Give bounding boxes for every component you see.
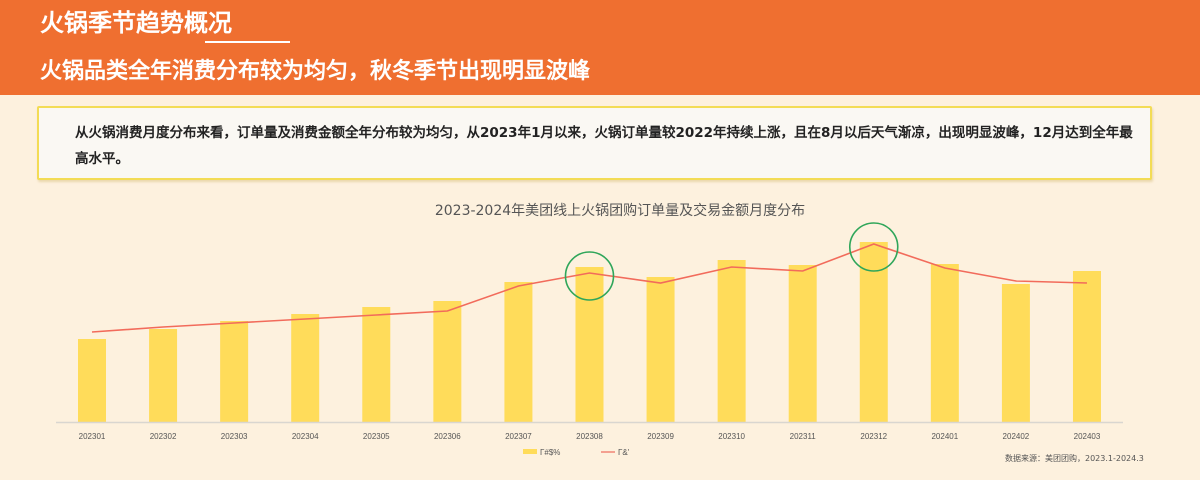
bar-202307 — [504, 282, 533, 422]
bar-series — [78, 242, 1101, 422]
bar-202305 — [362, 307, 391, 422]
peak-annotations — [564, 222, 899, 301]
page-title: 火锅季节趋势概况 — [40, 9, 232, 37]
highlight-circle — [848, 222, 899, 272]
x-tick-label: 202302 — [150, 432, 177, 441]
bar-202308 — [575, 267, 604, 422]
bar-202312 — [859, 242, 888, 422]
bar-202401 — [930, 264, 959, 422]
line-series — [91, 243, 1088, 333]
x-tick-label: 202401 — [931, 432, 958, 441]
x-tick-label: 202305 — [363, 432, 390, 441]
legend: Γ#$% Γ&' — [523, 448, 630, 457]
highlight-circle — [564, 251, 615, 301]
title-underline — [205, 41, 290, 43]
x-tick-label: 202301 — [79, 432, 106, 441]
bar-202304 — [291, 314, 320, 422]
bar-202311 — [788, 265, 817, 422]
x-tick-label: 202311 — [790, 432, 817, 441]
bar-202302 — [149, 329, 178, 422]
x-tick-label: 202306 — [434, 432, 461, 441]
x-tick-label: 202307 — [505, 432, 532, 441]
bar-202301 — [78, 339, 106, 422]
header-banner: 火锅季节趋势概况 火锅品类全年消费分布较为均匀，秋冬季节出现明显波峰 — [0, 0, 1200, 95]
x-tick-label: 202304 — [292, 432, 319, 441]
page-subtitle: 火锅品类全年消费分布较为均匀，秋冬季节出现明显波峰 — [40, 59, 591, 84]
bar-202403 — [1072, 271, 1101, 422]
legend-line-label: Γ&' — [618, 448, 630, 457]
legend-bar-swatch — [523, 449, 537, 454]
x-tick-label: 202310 — [718, 432, 745, 441]
summary-text: 从火锅消费月度分布来看，订单量及消费金额全年分布较为均匀，从2023年1月以来，… — [75, 125, 1133, 167]
bar-202402 — [1001, 284, 1030, 422]
bar-202306 — [433, 301, 462, 422]
bar-202303 — [220, 321, 249, 422]
chart-title: 2023-2024年美团线上火锅团购订单量及交易金额月度分布 — [434, 203, 806, 219]
x-tick-label: 202312 — [860, 432, 887, 441]
data-source: 数据来源：美团团购，2023.1-2024.3 — [1005, 454, 1144, 463]
x-tick-label: 202303 — [221, 432, 248, 441]
x-tick-label: 202403 — [1074, 432, 1101, 441]
x-tick-label: 202309 — [647, 432, 674, 441]
legend-bar-label: Γ#$% — [540, 448, 560, 457]
summary-box: 从火锅消费月度分布来看，订单量及消费金额全年分布较为均匀，从2023年1月以来，… — [37, 106, 1152, 180]
x-axis-labels: 202301 202302 202303 202304 202305 202306 2023… — [79, 432, 1101, 441]
x-tick-label: 202402 — [1003, 432, 1030, 441]
bar-202309 — [646, 277, 675, 422]
x-tick-label: 202308 — [576, 432, 603, 441]
bar-202310 — [717, 260, 746, 422]
